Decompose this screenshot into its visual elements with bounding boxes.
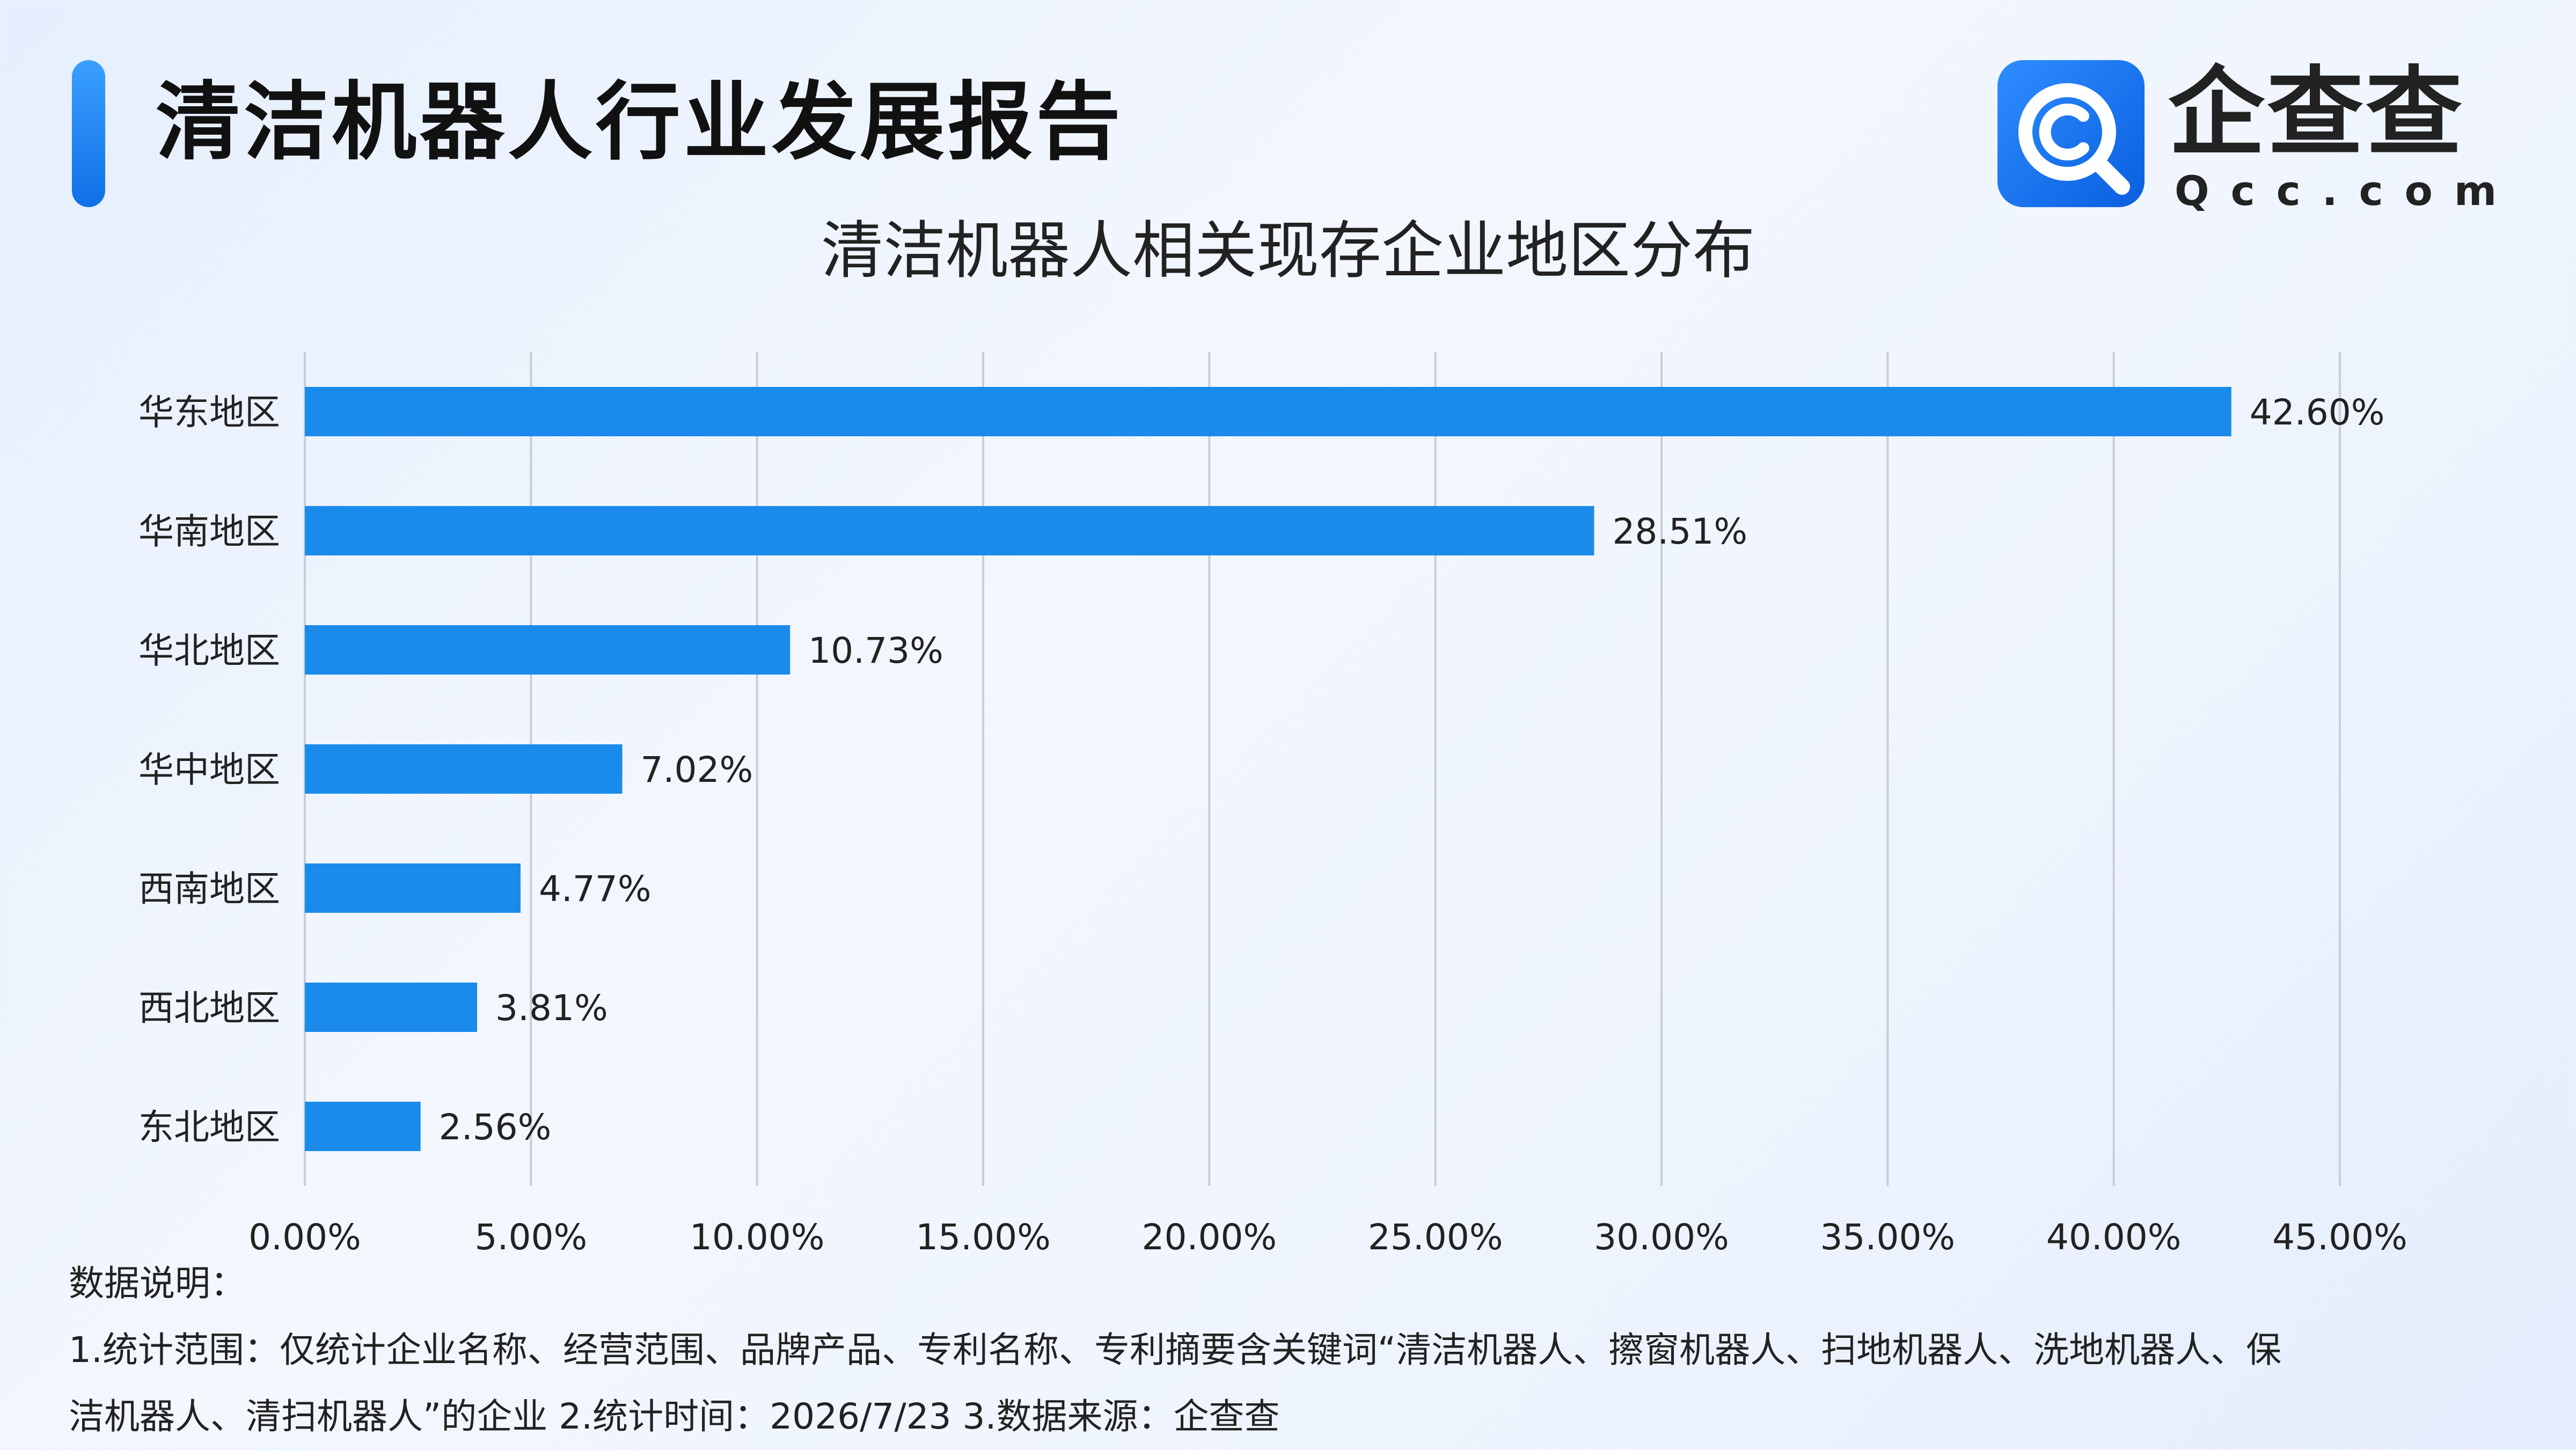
notes-heading: 数据说明： bbox=[69, 1263, 246, 1304]
x-tick-label: 15.00% bbox=[916, 1217, 1051, 1258]
notes-line-1: 1.统计范围：仅统计企业名称、经营范围、品牌产品、专利名称、专利摘要含关键词“清… bbox=[69, 1329, 2282, 1371]
data-label: 10.73% bbox=[808, 630, 943, 671]
x-tick-label: 10.00% bbox=[690, 1217, 825, 1258]
y-category-label: 西北地区 bbox=[138, 987, 280, 1029]
logo-domain: Qcc.com bbox=[2175, 167, 2519, 215]
bar bbox=[305, 744, 623, 794]
title-accent-bar bbox=[72, 60, 105, 207]
bar bbox=[305, 625, 791, 675]
y-category-label: 华中地区 bbox=[138, 749, 280, 790]
data-label: 4.77% bbox=[539, 868, 652, 910]
data-label: 2.56% bbox=[439, 1107, 552, 1148]
x-tick-label: 20.00% bbox=[1141, 1217, 1277, 1258]
bar bbox=[305, 1102, 421, 1151]
bar bbox=[305, 506, 1594, 555]
logo-wordmark: 企查查 bbox=[2168, 57, 2465, 169]
qcc-logo: 企查查 Qcc.com bbox=[1997, 57, 2497, 211]
data-label: 42.60% bbox=[2250, 392, 2385, 433]
y-category-label: 西南地区 bbox=[138, 868, 280, 910]
x-tick-label: 30.00% bbox=[1594, 1217, 1729, 1258]
bar bbox=[305, 387, 2231, 436]
qcc-magnifier-icon bbox=[1997, 60, 2145, 207]
report-title: 清洁机器人行业发展报告 bbox=[156, 73, 1124, 172]
x-tick-label: 35.00% bbox=[1820, 1217, 1955, 1258]
x-tick-label: 45.00% bbox=[2272, 1217, 2407, 1258]
chart-title: 清洁机器人相关现存企业地区分布 bbox=[821, 215, 1755, 287]
x-tick-label: 5.00% bbox=[474, 1217, 587, 1258]
data-notes: 数据说明： 1.统计范围：仅统计企业名称、经营范围、品牌产品、专利名称、专利摘要… bbox=[69, 1250, 2516, 1450]
bar bbox=[305, 863, 521, 913]
data-label: 28.51% bbox=[1612, 511, 1747, 552]
notes-line-2: 洁机器人、清扫机器人”的企业 2.统计时间：2026/7/23 3.数据来源：企… bbox=[69, 1396, 1280, 1437]
data-label: 7.02% bbox=[641, 749, 753, 790]
y-category-label: 华北地区 bbox=[138, 630, 280, 671]
x-tick-label: 25.00% bbox=[1368, 1217, 1503, 1258]
y-category-label: 华南地区 bbox=[138, 511, 280, 552]
data-label: 3.81% bbox=[495, 987, 608, 1029]
y-category-label: 华东地区 bbox=[138, 392, 280, 433]
x-tick-label: 40.00% bbox=[2046, 1217, 2182, 1258]
x-tick-label: 0.00% bbox=[248, 1217, 361, 1258]
y-category-label: 东北地区 bbox=[138, 1107, 280, 1148]
bar bbox=[305, 983, 478, 1032]
